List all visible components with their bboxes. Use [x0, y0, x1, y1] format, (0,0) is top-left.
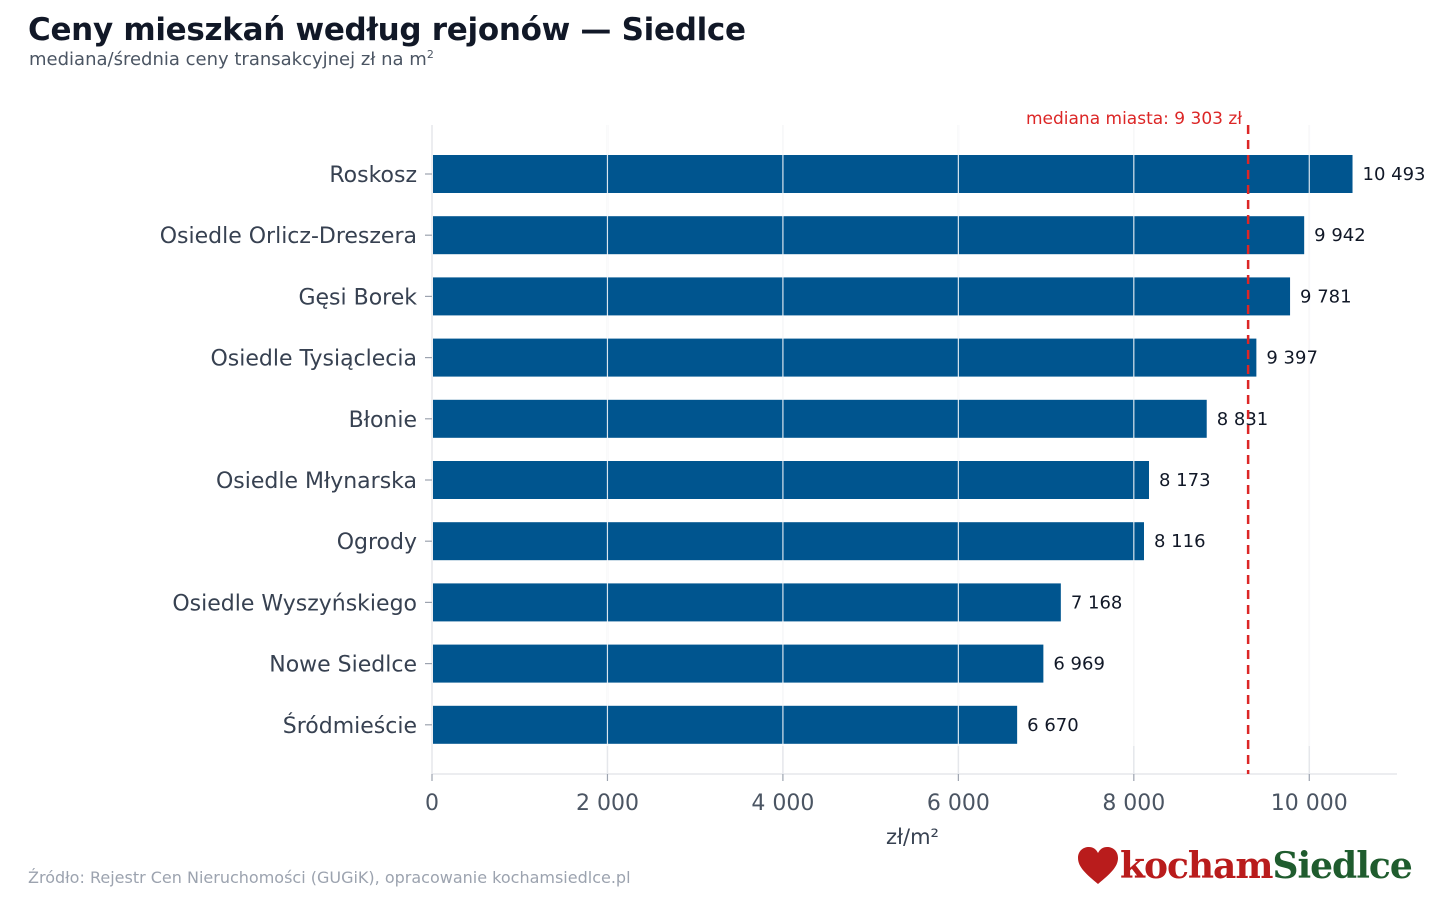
- source-note: Źródło: Rejestr Cen Nieruchomości (GUGiK…: [28, 868, 631, 887]
- data-label: 9 397: [1266, 348, 1318, 369]
- logo-text: kochamSiedlce: [1120, 845, 1413, 887]
- bar: [433, 644, 1044, 683]
- category-label: Osiedle Orlicz-Dreszera: [160, 224, 417, 249]
- category-label: Ogrody: [337, 530, 417, 555]
- overlay-layer: 10 493 9 942 9 781 9 397 8 831 8 173 8 116 7 16…: [606, 109, 1426, 774]
- bar: [433, 155, 1353, 193]
- x-tick-label: 8 000: [1102, 791, 1165, 816]
- data-label: 9 942: [1314, 225, 1366, 246]
- data-label: 8 116: [1154, 531, 1206, 552]
- x-tick-label: 2 000: [576, 791, 639, 816]
- chart-subtitle: mediana/średnia ceny transakcyjnej zł na…: [29, 48, 434, 70]
- bar: [433, 522, 1144, 561]
- grid-layer: 0 2 000 4 000 6 000 8 000 10 000 zł/m² Roskosz O…: [160, 125, 1397, 849]
- category-label: Roskosz: [329, 163, 417, 188]
- x-tick-label: 6 000: [927, 791, 990, 816]
- data-label: 10 493: [1363, 164, 1426, 185]
- bar: [433, 705, 1018, 744]
- median-reference-label: mediana miasta: 9 303 zł: [1026, 109, 1242, 129]
- bar: [433, 338, 1257, 377]
- logo-text-part1: kocham: [1120, 845, 1273, 887]
- chart-subtitle-text: mediana/średnia ceny transakcyjnej zł na…: [29, 49, 427, 70]
- category-label: Nowe Siedlce: [269, 653, 417, 678]
- bar: [433, 216, 1305, 255]
- category-label: Osiedle Tysiąclecia: [210, 347, 417, 372]
- heart-icon: [1078, 847, 1118, 884]
- bar: [433, 277, 1291, 316]
- data-label: 8 173: [1159, 470, 1211, 491]
- logo-text-part2: Siedlce: [1272, 845, 1412, 887]
- x-tick-label: 0: [425, 791, 439, 816]
- bar: [433, 583, 1061, 622]
- category-label: Osiedle Młynarska: [216, 469, 417, 494]
- data-label: 7 168: [1071, 592, 1123, 613]
- data-label: 8 831: [1217, 409, 1269, 430]
- brand-logo[interactable]: kochamSiedlce: [1076, 845, 1413, 887]
- x-axis-label: zł/m²: [886, 825, 939, 849]
- data-label: 6 969: [1053, 654, 1105, 675]
- category-label: Gęsi Borek: [298, 285, 417, 310]
- category-label: Osiedle Wyszyńskiego: [172, 591, 417, 616]
- bar: [433, 461, 1149, 499]
- bar-layer: [433, 155, 1353, 744]
- x-tick-label: 10 000: [1271, 791, 1348, 816]
- data-label: 6 670: [1027, 715, 1079, 736]
- x-tick-label: 4 000: [751, 791, 814, 816]
- chart-subtitle-sup: 2: [426, 48, 434, 61]
- chart-title: Ceny mieszkań według rejonów — Siedlce: [28, 12, 746, 48]
- data-label: 9 781: [1300, 286, 1352, 307]
- bar: [433, 399, 1207, 438]
- category-label: Śródmieście: [283, 713, 417, 739]
- category-label: Błonie: [349, 408, 417, 433]
